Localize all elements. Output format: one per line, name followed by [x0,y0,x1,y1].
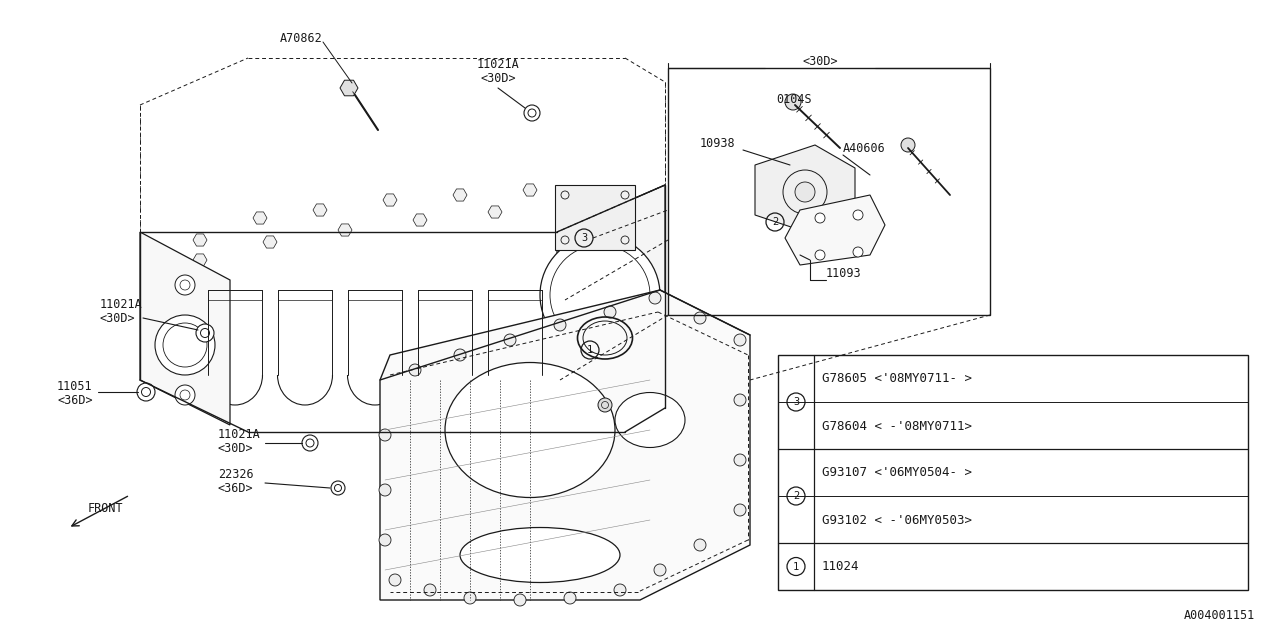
Text: 11021A: 11021A [100,298,143,311]
Circle shape [554,319,566,331]
Circle shape [504,334,516,346]
Text: A40606: A40606 [844,142,886,155]
Circle shape [694,312,707,324]
Circle shape [175,275,195,295]
Polygon shape [755,145,855,235]
Circle shape [604,306,616,318]
Polygon shape [140,232,230,425]
Circle shape [694,539,707,551]
Circle shape [515,594,526,606]
Circle shape [733,454,746,466]
Circle shape [137,383,155,401]
Circle shape [379,484,390,496]
Polygon shape [253,212,268,224]
Text: 2: 2 [772,217,778,227]
Circle shape [424,584,436,596]
Polygon shape [193,254,207,266]
Text: 1: 1 [586,345,593,355]
Circle shape [454,349,466,361]
Circle shape [852,247,863,257]
Polygon shape [262,236,276,248]
Polygon shape [340,80,358,96]
Polygon shape [193,234,207,246]
Text: <36D>: <36D> [218,482,253,495]
Text: 11024: 11024 [822,561,859,573]
Bar [668,68,989,315]
Polygon shape [413,214,428,226]
Polygon shape [785,195,884,265]
Text: 11021A: 11021A [218,428,261,441]
Text: 2: 2 [792,491,799,501]
Text: <36D>: <36D> [58,394,92,407]
Ellipse shape [460,527,620,582]
Polygon shape [380,290,750,600]
Text: G78604 < -'08MY0711>: G78604 < -'08MY0711> [822,419,972,433]
Circle shape [389,574,401,586]
Text: A70862: A70862 [280,32,323,45]
Text: 11021A: 11021A [476,58,520,71]
Circle shape [598,398,612,412]
Ellipse shape [614,392,685,447]
Circle shape [815,250,826,260]
Polygon shape [524,184,538,196]
Circle shape [654,564,666,576]
Text: <30D>: <30D> [218,442,253,455]
Bar [778,355,1248,590]
Ellipse shape [445,362,614,497]
Text: FRONT: FRONT [87,502,123,515]
Circle shape [196,324,214,342]
Circle shape [332,481,346,495]
Polygon shape [314,204,326,216]
Text: G93107 <'06MY0504- >: G93107 <'06MY0504- > [822,467,972,479]
Bar [556,185,635,250]
Text: A004001151: A004001151 [1184,609,1254,622]
Text: 1: 1 [792,561,799,572]
Polygon shape [453,189,467,201]
Circle shape [410,364,421,376]
Text: 3: 3 [792,397,799,407]
Text: 0104S: 0104S [776,93,812,106]
Circle shape [785,94,801,110]
Circle shape [524,105,540,121]
Circle shape [564,592,576,604]
Circle shape [852,210,863,220]
Circle shape [465,592,476,604]
Text: G93102 < -'06MY0503>: G93102 < -'06MY0503> [822,513,972,527]
Circle shape [733,394,746,406]
Circle shape [815,213,826,223]
Circle shape [175,385,195,405]
Polygon shape [338,224,352,236]
Polygon shape [488,206,502,218]
Circle shape [795,182,815,202]
Circle shape [379,534,390,546]
Circle shape [540,235,660,355]
Text: 10938: 10938 [700,137,736,150]
Circle shape [379,429,390,441]
Circle shape [302,435,317,451]
Text: G78605 <'08MY0711- >: G78605 <'08MY0711- > [822,372,972,385]
Text: 11051: 11051 [58,380,92,393]
Circle shape [155,315,215,375]
Polygon shape [557,185,666,432]
Text: <30D>: <30D> [100,312,136,325]
Text: 11093: 11093 [826,267,861,280]
Circle shape [901,138,915,152]
Text: 22326: 22326 [218,468,253,481]
Circle shape [614,584,626,596]
Circle shape [733,334,746,346]
Circle shape [733,504,746,516]
Circle shape [649,292,660,304]
Text: <30D>: <30D> [803,55,838,68]
Text: 3: 3 [581,233,588,243]
Polygon shape [383,194,397,206]
Text: <30D>: <30D> [480,72,516,85]
